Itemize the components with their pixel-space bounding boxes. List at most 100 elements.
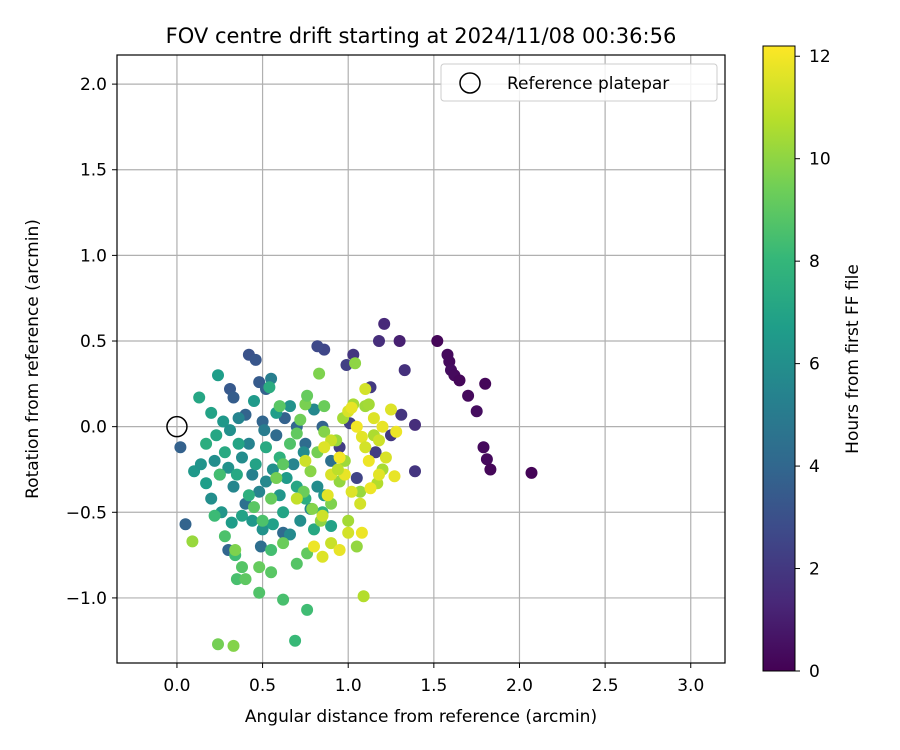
scatter-point	[354, 497, 367, 510]
scatter-point	[409, 465, 421, 478]
scatter-point	[290, 492, 303, 505]
scatter-point	[254, 540, 267, 553]
scatter-point	[379, 451, 392, 464]
scatter-point	[325, 537, 338, 550]
scatter-point	[273, 400, 286, 413]
scatter-point	[194, 458, 207, 471]
scatter-point	[376, 420, 389, 433]
scatter-point	[208, 509, 221, 522]
colorbar	[762, 45, 796, 672]
colorbar-ticks: 0 2 4 6 8 10 12	[795, 47, 831, 682]
scatter-point	[256, 523, 269, 536]
scatter-point	[217, 415, 230, 428]
scatter-point	[213, 468, 226, 481]
scatter-point	[362, 454, 375, 467]
scatter-point	[484, 463, 497, 476]
scatter-point	[290, 427, 303, 440]
scatter-point	[260, 441, 272, 454]
scatter-point	[249, 353, 262, 366]
scatter-point	[212, 638, 224, 651]
colorbar-tick-label: 10	[809, 150, 831, 170]
scatter-point	[265, 544, 278, 556]
scatter-point	[284, 400, 296, 413]
scatter-point	[294, 514, 307, 527]
scatter-point	[480, 453, 493, 466]
colorbar-tick-label: 8	[809, 252, 820, 272]
scatter-point	[232, 412, 245, 425]
scatter-point	[242, 437, 255, 450]
scatter-point	[301, 389, 314, 402]
scatter-point	[362, 398, 375, 411]
scatter-point	[350, 420, 363, 433]
y-tick-label: −0.5	[66, 503, 107, 523]
scatter-point	[258, 424, 271, 437]
scatter-point	[354, 485, 367, 498]
scatter-point	[248, 395, 260, 407]
y-tick-label: 1.0	[80, 246, 107, 266]
scatter-point	[200, 437, 213, 450]
scatter-point	[369, 446, 382, 459]
scatter-point	[232, 437, 245, 450]
scatter-point	[239, 573, 252, 586]
scatter-point	[212, 369, 224, 382]
scatter-point	[253, 485, 266, 498]
scatter-point	[174, 441, 187, 454]
scatter-point	[367, 412, 380, 425]
legend-marker-icon	[459, 72, 481, 94]
scatter-point	[304, 465, 317, 478]
scatter-point	[333, 544, 346, 556]
scatter-point	[462, 389, 475, 402]
plot-frame	[116, 54, 726, 664]
points-layer	[174, 317, 538, 652]
legend-box	[440, 63, 718, 102]
grid-lines	[117, 55, 725, 663]
scatter-point	[306, 502, 319, 515]
scatter-point	[364, 482, 377, 495]
x-tick-label: 3.0	[677, 676, 704, 696]
scatter-point	[345, 401, 358, 414]
y-axis-ticks: −1.0 −0.5 0.0 0.5 1.0 1.5 2.0	[66, 75, 117, 609]
x-tick-label: 0.5	[249, 676, 276, 696]
scatter-point	[218, 530, 231, 543]
x-axis-ticks: 0.0 0.5 1.0 1.5 2.0 2.5 3.0	[163, 663, 704, 696]
scatter-point	[290, 557, 303, 570]
scatter-point	[342, 526, 355, 539]
scatter-point	[299, 454, 312, 467]
scatter-point	[289, 634, 302, 647]
scatter-point	[277, 506, 290, 519]
legend-label: Reference platepar	[507, 74, 669, 94]
scatter-point	[253, 586, 266, 599]
scatter-point	[357, 590, 370, 603]
scatter-point	[359, 383, 372, 395]
scatter-point	[331, 463, 344, 476]
scatter-point	[230, 468, 243, 481]
scatter-point	[205, 492, 218, 505]
scatter-point	[321, 489, 334, 502]
scatter-point	[253, 561, 266, 574]
scatter-point	[355, 526, 368, 539]
scatter-point	[333, 451, 346, 464]
scatter-point	[393, 335, 406, 347]
scatter-point	[373, 434, 385, 447]
scatter-point	[227, 391, 240, 404]
scatter-point	[308, 523, 320, 536]
scatter-point	[316, 509, 329, 522]
scatter-point	[179, 518, 192, 531]
chart-title: FOV centre drift starting at 2024/11/08 …	[166, 24, 677, 48]
x-tick-label: 2.5	[592, 676, 619, 696]
colorbar-tick-label: 6	[809, 355, 820, 375]
scatter-point	[266, 518, 279, 531]
scatter-point	[218, 446, 231, 459]
scatter-point	[308, 540, 320, 553]
scatter-point	[224, 424, 236, 437]
x-tick-label: 1.5	[420, 676, 447, 696]
y-tick-label: 0.0	[80, 418, 107, 438]
scatter-point	[225, 516, 238, 529]
scatter-point	[205, 406, 218, 419]
y-tick-label: 1.5	[80, 161, 107, 181]
x-tick-label: 1.0	[335, 676, 362, 696]
scatter-point	[318, 441, 331, 454]
scatter-point	[398, 364, 411, 377]
scatter-point	[470, 405, 483, 418]
scatter-point	[325, 520, 338, 532]
